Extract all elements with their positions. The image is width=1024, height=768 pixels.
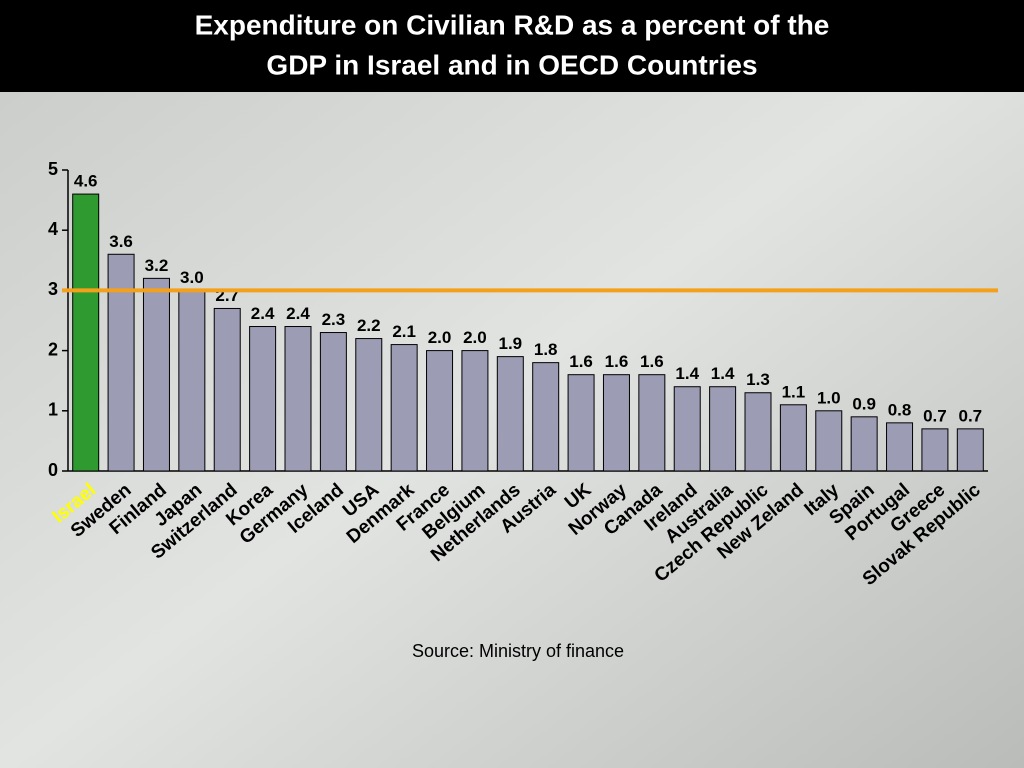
value-label: 2.0 — [428, 328, 452, 347]
value-label: 0.7 — [958, 406, 982, 425]
y-tick-label: 2 — [48, 339, 58, 359]
value-label: 1.3 — [746, 370, 770, 389]
value-label: 4.6 — [74, 172, 98, 191]
bar — [602, 374, 630, 472]
value-label: 1.6 — [640, 352, 664, 371]
bar — [213, 307, 241, 472]
bar — [178, 289, 206, 472]
value-label: 0.7 — [923, 406, 947, 425]
value-label: 1.4 — [711, 364, 735, 383]
bar — [426, 350, 454, 472]
bar — [532, 362, 560, 472]
bar — [107, 253, 135, 472]
bar — [638, 374, 666, 472]
bar — [355, 338, 383, 472]
bar — [249, 326, 277, 472]
value-label: 1.6 — [569, 352, 593, 371]
bar — [142, 277, 170, 472]
y-tick-label: 0 — [48, 460, 58, 480]
value-label: 3.6 — [109, 232, 133, 251]
value-label: 0.9 — [852, 394, 876, 413]
bar — [921, 428, 949, 472]
bar — [709, 386, 737, 472]
value-label: 1.6 — [605, 352, 629, 371]
y-tick-label: 3 — [48, 279, 58, 299]
bar — [567, 374, 595, 472]
bar — [461, 350, 489, 472]
bar — [673, 386, 701, 472]
bar — [886, 422, 914, 472]
source-note: Source: Ministry of finance — [412, 641, 624, 661]
value-label: 2.3 — [322, 310, 346, 329]
bar — [284, 326, 312, 472]
value-label: 0.8 — [888, 400, 912, 419]
title-band — [0, 0, 1024, 92]
y-tick-label: 5 — [48, 159, 58, 179]
chart-title: GDP in Israel and in OECD Countries — [266, 49, 757, 80]
value-label: 3.2 — [145, 256, 169, 275]
value-label: 1.0 — [817, 388, 841, 407]
value-label: 1.1 — [782, 382, 806, 401]
bar — [72, 193, 100, 472]
value-label: 2.2 — [357, 316, 381, 335]
bar — [815, 410, 843, 472]
bar — [779, 404, 807, 472]
value-label: 2.0 — [463, 328, 487, 347]
bar — [850, 416, 878, 472]
bar — [319, 332, 347, 472]
bar — [496, 356, 524, 472]
bar — [744, 392, 772, 472]
y-tick-label: 1 — [48, 400, 58, 420]
value-label: 1.4 — [675, 364, 699, 383]
value-label: 1.9 — [498, 334, 522, 353]
y-tick-label: 4 — [48, 219, 58, 239]
chart-title: Expenditure on Civilian R&D as a percent… — [195, 9, 830, 40]
bar — [390, 344, 418, 472]
value-label: 3.0 — [180, 268, 204, 287]
bar — [956, 428, 984, 472]
value-label: 2.4 — [286, 304, 310, 323]
value-label: 2.4 — [251, 304, 275, 323]
value-label: 2.1 — [392, 322, 416, 341]
value-label: 1.8 — [534, 340, 558, 359]
